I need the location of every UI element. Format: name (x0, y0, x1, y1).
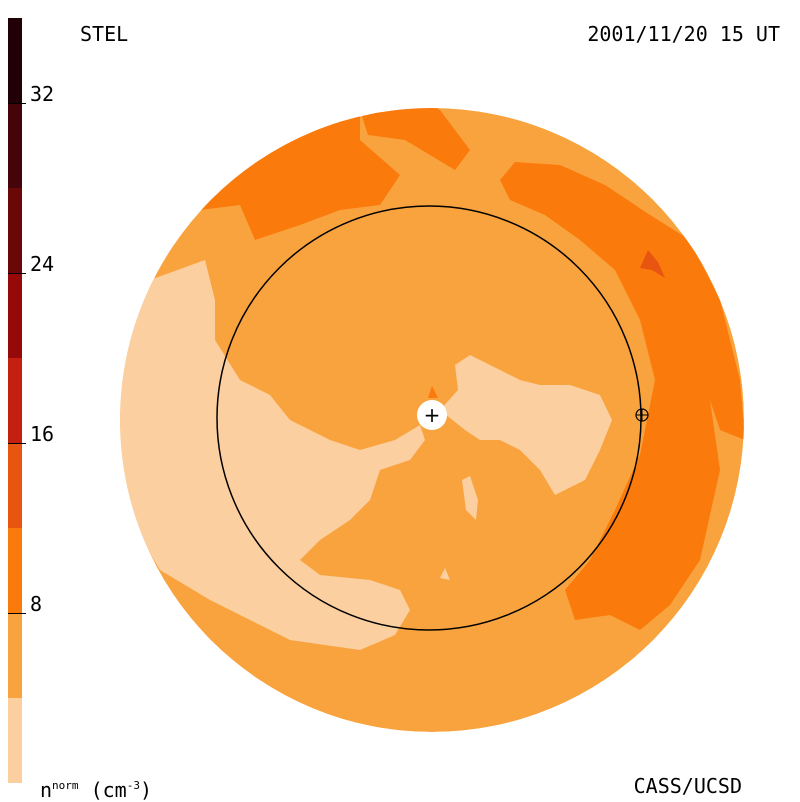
earth-orbit (216, 205, 642, 631)
colorbar-band-8 (8, 18, 22, 103)
colorbar-tick-label-2: 24 (30, 252, 55, 276)
units-close: ) (139, 778, 153, 802)
units-exponent: -3 (126, 779, 140, 792)
sun-marker (417, 400, 447, 430)
colorbar-units-label: nnorm (cm-3) (40, 776, 152, 800)
colorbar-tick-label-0: 8 (30, 592, 43, 616)
colorbar-tick-label-3: 32 (30, 82, 55, 106)
earth-marker (635, 408, 649, 422)
low-density-spot (440, 568, 450, 580)
sun-symbol: + (424, 403, 441, 427)
timestamp-label: 2001/11/20 15 UT (587, 22, 780, 46)
units-base: n (40, 778, 53, 802)
high-density-region-east (500, 162, 744, 630)
colorbar-tick-1 (8, 443, 26, 444)
units-text: (cm (78, 778, 127, 802)
colorbar-tick-0 (8, 613, 26, 614)
colorbar-band-3 (8, 443, 22, 528)
colorbar-band-7 (8, 103, 22, 188)
colorbar-tick-label-1: 16 (30, 422, 55, 446)
colorbar-band-0 (8, 698, 22, 783)
colorbar-band-1 (8, 613, 22, 698)
units-superscript: norm (52, 779, 79, 792)
colorbar-tick-3 (8, 103, 26, 104)
colorbar-tick-2 (8, 273, 26, 274)
low-density-region-center (440, 355, 612, 495)
colorbar-band-2 (8, 528, 22, 613)
credit-label: CASS/UCSD (633, 774, 742, 798)
low-density-islet (462, 476, 478, 520)
colorbar-band-6 (8, 188, 22, 273)
sun-streamer (428, 386, 438, 398)
peak-density-patch (640, 250, 665, 278)
low-density-region-west (120, 260, 425, 650)
colorbar-band-5 (8, 273, 22, 358)
data-source-label: STEL (80, 22, 129, 46)
colorbar-band-4 (8, 358, 22, 443)
